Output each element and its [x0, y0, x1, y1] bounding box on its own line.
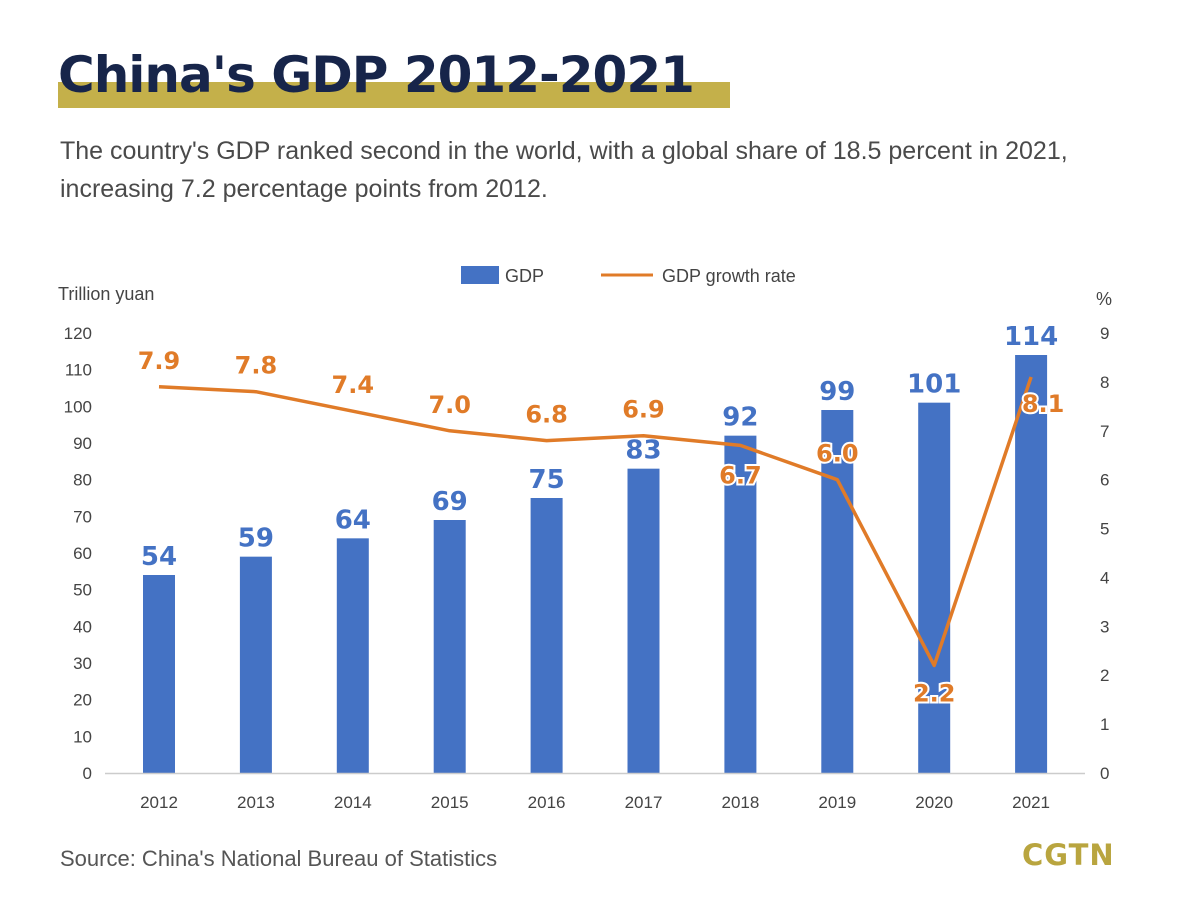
y-axis-left-ticks: 0 10 20 30 40 50 60 70 80 90 100 110 120: [64, 324, 92, 783]
growth-value-label-2017: 6.9: [622, 396, 665, 424]
x-tick-2016: 2016: [528, 793, 566, 812]
y-left-tick-120: 120: [64, 324, 92, 343]
growth-value-label-2020: 2.2: [913, 679, 956, 707]
y-right-tick-2: 2: [1100, 666, 1109, 685]
y-axis-left-label: Trillion yuan: [58, 284, 154, 304]
y-right-tick-0: 0: [1100, 764, 1109, 783]
x-tick-2021: 2021: [1012, 793, 1050, 812]
y-left-tick-110: 110: [65, 361, 92, 380]
growth-value-label-2013: 7.8: [235, 352, 278, 380]
x-tick-2014: 2014: [334, 793, 372, 812]
x-tick-2017: 2017: [625, 793, 663, 812]
x-tick-2015: 2015: [431, 793, 469, 812]
y-right-tick-6: 6: [1100, 471, 1109, 490]
growth-rate-line: [158, 376, 1033, 668]
gdp-bar-labels: 54 59 64 69 75 83 92 99 101 114: [141, 322, 1058, 572]
gdp-value-label-2019: 99: [819, 377, 855, 407]
gdp-value-label-2017: 83: [625, 436, 661, 466]
y-right-tick-5: 5: [1100, 520, 1109, 539]
growth-value-label-2012: 7.9: [138, 347, 181, 375]
y-left-tick-70: 70: [73, 507, 92, 526]
source-note: Source: China's National Bureau of Stati…: [60, 846, 498, 871]
y-left-tick-90: 90: [73, 434, 92, 453]
y-right-tick-9: 9: [1100, 324, 1109, 343]
gdp-bar-2021: [1015, 355, 1048, 773]
y-left-tick-10: 10: [73, 727, 92, 746]
page-title: China's GDP 2012-2021: [58, 46, 695, 104]
gdp-value-label-2012: 54: [141, 542, 177, 572]
y-right-tick-8: 8: [1100, 373, 1109, 392]
x-tick-2020: 2020: [915, 793, 953, 812]
growth-value-label-2014: 7.4: [332, 371, 375, 399]
legend-gdp-swatch: [461, 266, 499, 284]
gdp-value-label-2014: 64: [335, 505, 371, 535]
y-left-tick-60: 60: [73, 544, 92, 563]
growth-rate-labels: 7.9 7.8 7.4 7.0 6.8 6.9 6.7 6.0 2.2 8.1: [136, 345, 1067, 710]
cgtn-logo: CGTN: [1022, 838, 1115, 872]
x-axis-ticks: 2012 2013 2014 2015 2016 2017 2018 2019 2020 2021: [140, 793, 1050, 812]
gdp-bar-2019: [821, 410, 854, 773]
gdp-value-label-2020: 101: [907, 370, 961, 400]
x-tick-2012: 2012: [140, 793, 178, 812]
growth-value-label-2019: 6.0: [816, 440, 859, 468]
gdp-bar-2017: [627, 468, 660, 773]
x-tick-2019: 2019: [818, 793, 856, 812]
growth-rate-line-group: [158, 376, 1033, 668]
growth-value-label-2016: 6.8: [525, 401, 568, 429]
gdp-bar-2020: [918, 402, 951, 773]
y-axis-right-ticks: 0 1 2 3 4 5 6 7 8 9: [1100, 324, 1109, 783]
gdp-value-label-2016: 75: [529, 465, 565, 495]
gdp-value-label-2018: 92: [722, 403, 758, 433]
y-left-tick-40: 40: [73, 617, 92, 636]
y-right-tick-3: 3: [1100, 617, 1109, 636]
y-right-tick-1: 1: [1100, 715, 1109, 734]
y-left-tick-50: 50: [73, 581, 92, 600]
y-left-tick-30: 30: [73, 654, 92, 673]
gdp-value-label-2021: 114: [1004, 322, 1058, 352]
gdp-bar-2018: [724, 435, 757, 773]
page-subtitle: The country's GDP ranked second in the w…: [60, 137, 1068, 203]
legend-gdp-label: GDP: [505, 266, 544, 286]
legend-growth-label: GDP growth rate: [662, 266, 796, 286]
y-left-tick-80: 80: [73, 471, 92, 490]
gdp-bar-2013: [239, 556, 272, 773]
x-tick-2013: 2013: [237, 793, 275, 812]
gdp-bar-2015: [433, 520, 466, 773]
y-axis-right-label: %: [1096, 289, 1112, 309]
chart-legend: GDP GDP growth rate: [461, 266, 796, 286]
gdp-bar-2014: [336, 538, 369, 773]
gdp-value-label-2015: 69: [432, 487, 468, 517]
y-left-tick-20: 20: [73, 691, 92, 710]
gdp-bar-2012: [143, 575, 175, 773]
gdp-value-label-2013: 59: [238, 524, 274, 554]
y-left-tick-100: 100: [64, 397, 92, 416]
title-block: China's GDP 2012-2021: [58, 44, 730, 116]
y-right-tick-7: 7: [1100, 422, 1109, 441]
title-highlight-bar: [58, 82, 730, 108]
growth-value-label-2018: 6.7: [719, 461, 762, 489]
y-left-tick-0: 0: [83, 764, 92, 783]
growth-value-label-2021: 8.1: [1022, 390, 1065, 418]
x-tick-2018: 2018: [721, 793, 759, 812]
gdp-bars: [143, 355, 1048, 773]
gdp-bar-2016: [530, 498, 563, 773]
y-right-tick-4: 4: [1100, 568, 1109, 587]
growth-value-label-2015: 7.0: [428, 391, 471, 419]
